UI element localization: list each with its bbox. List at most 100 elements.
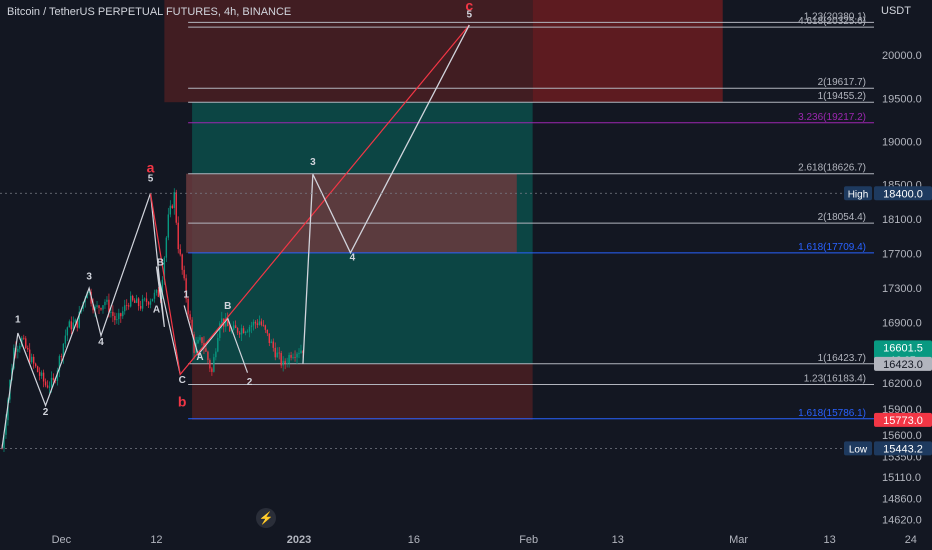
wave-label: 2 xyxy=(43,407,49,418)
y-tick-label: 19000.0 xyxy=(882,136,922,148)
candle-body xyxy=(211,368,213,372)
candle-body xyxy=(240,328,243,335)
candle-body xyxy=(114,315,116,321)
candle-body xyxy=(234,325,237,329)
candle-body xyxy=(205,348,207,352)
candle-body xyxy=(32,356,35,364)
candle-body xyxy=(276,352,278,358)
candle-body xyxy=(118,313,120,320)
candle-body xyxy=(266,329,269,334)
fib-level-label: 1.23(20380.1) xyxy=(804,11,866,22)
candle-body xyxy=(177,222,179,250)
candle-body xyxy=(50,377,53,387)
candle-body xyxy=(94,306,96,311)
wave-label: c xyxy=(465,0,473,13)
candle-body xyxy=(213,357,215,372)
candle-body xyxy=(258,321,261,325)
candle-body xyxy=(260,321,263,325)
y-tick-label: 18100.0 xyxy=(882,214,922,226)
x-tick-label: 24 xyxy=(905,534,917,546)
wave-label: 4 xyxy=(98,337,104,348)
price-tag-label: Low xyxy=(849,444,868,455)
price-badge-value: 16601.5 xyxy=(883,342,923,354)
candle-body xyxy=(252,321,255,326)
candle-body xyxy=(122,311,124,317)
candle-body xyxy=(70,321,72,330)
candle-body xyxy=(130,295,132,307)
price-axis xyxy=(874,0,932,550)
candle-body xyxy=(92,303,94,311)
candle-body xyxy=(133,300,136,303)
candle-body xyxy=(294,357,296,358)
wave-label: 3 xyxy=(310,157,316,168)
candle-body xyxy=(42,372,45,382)
candle-body xyxy=(288,355,290,364)
candle-body xyxy=(246,331,249,333)
candle-body xyxy=(66,327,69,336)
candle-body xyxy=(88,292,90,293)
candle-body xyxy=(163,257,166,280)
price-badge xyxy=(874,441,932,456)
y-tick-label: 16200.0 xyxy=(882,378,922,390)
candle-body xyxy=(185,278,187,299)
candle-body xyxy=(36,366,39,373)
wave-label: 5 xyxy=(148,174,154,185)
candle-body xyxy=(64,335,67,344)
y-tick-label: 15600.0 xyxy=(882,430,922,442)
zone xyxy=(164,0,533,103)
candle-body xyxy=(137,298,140,307)
candle-body xyxy=(298,353,300,354)
wave-label: B xyxy=(157,258,164,269)
candle-body xyxy=(108,299,110,313)
candle-body xyxy=(193,334,195,353)
candle-body xyxy=(300,350,302,354)
fib-level-label: 4.618(20325.6) xyxy=(798,16,866,27)
candle-body xyxy=(128,305,130,307)
candle-body xyxy=(98,305,100,308)
fib-level-label: 1(16423.7) xyxy=(818,353,866,364)
candle-body xyxy=(86,292,88,299)
price-badge xyxy=(874,412,932,427)
price-tag-label: High xyxy=(848,189,869,200)
candle-body xyxy=(254,321,257,324)
fib-level-label: 2.618(18626.7) xyxy=(798,163,866,174)
candle-body xyxy=(270,341,272,343)
candle-body xyxy=(145,298,148,303)
y-tick-label: 17300.0 xyxy=(882,283,922,295)
wave-label: C xyxy=(179,375,186,386)
fib-level-label: 1.618(15786.1) xyxy=(798,408,866,419)
candle-body xyxy=(110,311,112,313)
candle-body xyxy=(74,319,76,323)
candle-body xyxy=(31,356,33,363)
wave-label: 5 xyxy=(466,9,472,20)
candle-body xyxy=(17,348,19,352)
zone xyxy=(186,173,517,253)
candle-body xyxy=(147,302,150,305)
candle-body xyxy=(72,322,74,330)
candle-body xyxy=(44,381,47,386)
candle-body xyxy=(268,333,270,343)
x-tick-label: 16 xyxy=(408,534,420,546)
candle-body xyxy=(120,313,122,317)
wave-label: 2 xyxy=(247,377,253,388)
candle-body xyxy=(262,324,265,326)
candle-body xyxy=(143,298,146,300)
candle-body xyxy=(274,347,276,358)
x-tick-label: Mar xyxy=(729,534,748,546)
candle-body xyxy=(139,306,142,309)
x-tick-label: 12 xyxy=(150,534,162,546)
x-tick-label: Feb xyxy=(519,534,538,546)
x-tick-label: 13 xyxy=(824,534,836,546)
candle-body xyxy=(225,318,227,327)
candle-body xyxy=(5,420,7,435)
candle-body xyxy=(201,337,203,344)
candle-body xyxy=(58,356,61,371)
x-tick-label: Dec xyxy=(52,534,72,546)
candle-body xyxy=(280,352,282,366)
candle-body xyxy=(278,352,280,354)
x-tick-label: 2023 xyxy=(287,534,311,546)
candle-body xyxy=(221,318,223,324)
candle-body xyxy=(1,448,3,450)
candle-body xyxy=(102,305,104,310)
